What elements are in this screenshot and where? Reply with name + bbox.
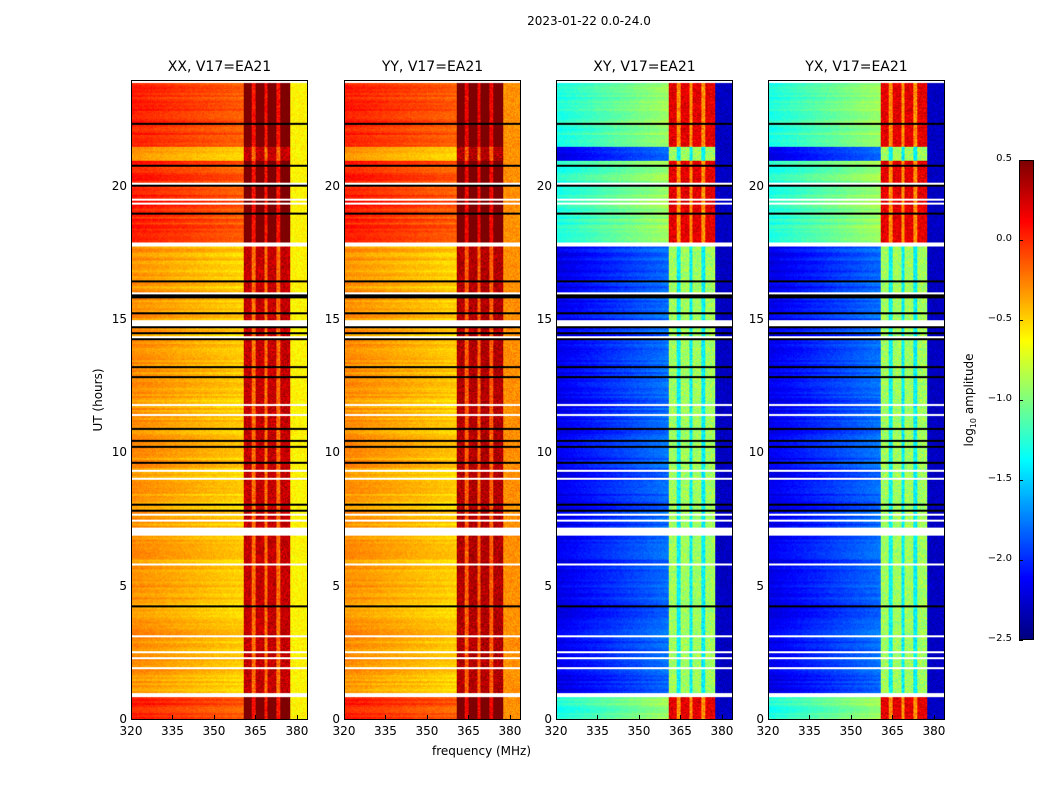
y-tick-label: 20 — [536, 178, 552, 193]
x-tick-label: 365 — [881, 724, 904, 738]
y-tick-label: 0 — [332, 712, 340, 726]
x-tick-mark — [768, 715, 769, 719]
x-tick-mark — [213, 715, 215, 719]
colorbar-tick-mark — [1019, 240, 1023, 241]
colorbar-tick-mark — [1019, 640, 1023, 641]
y-tick-label: 15 — [748, 312, 764, 326]
panel-title: XY, V17=EA21 — [593, 59, 696, 75]
heatmap-panel — [131, 80, 308, 720]
x-tick-mark — [638, 715, 640, 719]
x-tick-label: 335 — [374, 724, 397, 738]
panel-title: YX, V17=EA21 — [805, 59, 908, 75]
x-tick-label: 350 — [627, 724, 651, 738]
x-axis-label: frequency (MHz) — [432, 744, 532, 758]
colorbar-tick-label: −2.0 — [987, 553, 1012, 564]
x-tick-label: 380 — [498, 724, 522, 738]
panel-title: YY, V17=EA21 — [381, 59, 484, 75]
colorbar-tick-mark — [1019, 480, 1023, 481]
x-tick-mark — [426, 715, 428, 719]
colorbar-tick-label: 0.0 — [996, 233, 1012, 244]
x-tick-mark — [597, 715, 599, 719]
x-tick-mark — [680, 715, 682, 719]
y-tick-label: 0 — [544, 712, 552, 726]
y-tick-label: 10 — [536, 445, 552, 460]
heatmap-image — [769, 81, 944, 719]
x-tick-mark — [385, 715, 387, 719]
y-axis-label: UT (hours) — [91, 368, 105, 432]
x-tick-label: 365 — [244, 724, 267, 738]
y-tick-label: 15 — [111, 312, 127, 326]
colorbar-tick-mark — [1019, 160, 1023, 161]
y-tick-label: 5 — [544, 578, 552, 593]
x-tick-label: 320 — [332, 724, 356, 738]
y-tick-label: 20 — [324, 178, 340, 193]
x-tick-label: 365 — [669, 724, 692, 738]
y-tick-label: 10 — [748, 445, 764, 460]
colorbar-tick-label: −0.5 — [987, 313, 1012, 324]
x-tick-mark — [850, 715, 852, 719]
x-tick-mark — [255, 715, 257, 719]
x-tick-mark — [556, 715, 557, 719]
heatmap-image — [132, 81, 307, 719]
x-tick-label: 350 — [415, 724, 439, 738]
colorbar-tick-label: 0.5 — [996, 153, 1012, 164]
y-tick-label: 20 — [748, 178, 764, 193]
x-tick-mark — [809, 715, 811, 719]
x-tick-mark — [892, 715, 894, 719]
colorbar-tick-label: −1.5 — [987, 473, 1012, 484]
x-tick-label: 350 — [202, 724, 226, 738]
heatmap-image — [345, 81, 520, 719]
x-tick-mark — [172, 715, 174, 719]
x-tick-label: 350 — [839, 724, 863, 738]
x-tick-label: 380 — [285, 724, 309, 738]
y-tick-label: 5 — [756, 578, 764, 593]
x-tick-label: 335 — [161, 724, 184, 738]
colorbar-tick-label: −1.0 — [987, 393, 1012, 404]
x-tick-mark — [933, 715, 935, 719]
y-tick-label: 20 — [111, 178, 127, 193]
panel-title: XX, V17=EA21 — [167, 59, 272, 75]
y-tick-label: 5 — [332, 578, 340, 593]
y-tick-label: 0 — [119, 712, 127, 726]
y-tick-label: 10 — [111, 445, 127, 460]
y-tick-label: 15 — [536, 312, 552, 326]
colorbar-tick-mark — [1019, 320, 1023, 321]
figure-suptitle: 2023-01-22 0.0-24.0 — [527, 14, 651, 28]
x-tick-mark — [344, 715, 345, 719]
heatmap-panel — [768, 80, 945, 720]
x-tick-mark — [721, 715, 723, 719]
colorbar-tick-mark — [1019, 400, 1023, 401]
x-tick-label: 365 — [457, 724, 480, 738]
x-tick-label: 335 — [798, 724, 821, 738]
y-tick-label: 5 — [119, 578, 127, 593]
x-tick-label: 380 — [922, 724, 946, 738]
colorbar-label: log10 amplitude — [961, 353, 979, 447]
colorbar-tick-mark — [1019, 560, 1023, 561]
y-tick-label: 10 — [324, 445, 340, 460]
heatmap-image — [557, 81, 732, 719]
x-tick-label: 320 — [119, 724, 143, 738]
x-tick-label: 335 — [586, 724, 609, 738]
y-tick-label: 0 — [756, 712, 764, 726]
colorbar-tick-label: −2.5 — [987, 633, 1012, 644]
x-tick-label: 380 — [710, 724, 734, 738]
x-tick-label: 320 — [544, 724, 568, 738]
x-tick-mark — [296, 715, 298, 719]
x-tick-mark — [509, 715, 511, 719]
heatmap-panel — [556, 80, 733, 720]
x-tick-label: 320 — [756, 724, 780, 738]
y-tick-label: 15 — [324, 312, 340, 326]
heatmap-panel — [344, 80, 521, 720]
x-tick-mark — [131, 715, 132, 719]
x-tick-mark — [468, 715, 470, 719]
